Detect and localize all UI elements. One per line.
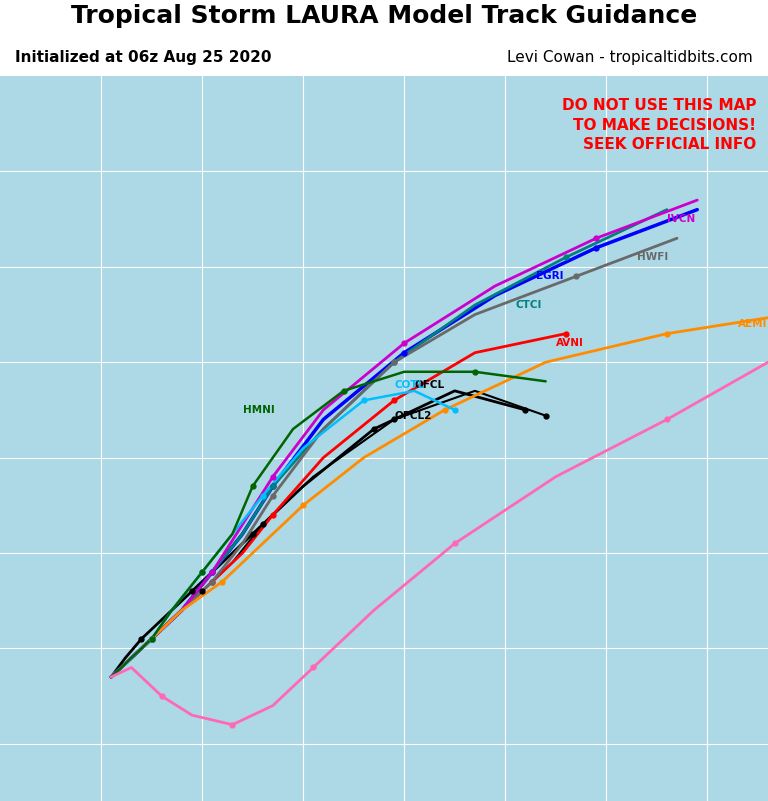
Text: EGRI: EGRI: [535, 272, 563, 281]
Text: OFCL: OFCL: [414, 380, 445, 390]
Text: Initialized at 06z Aug 25 2020: Initialized at 06z Aug 25 2020: [15, 50, 272, 65]
Text: COTL: COTL: [394, 380, 425, 390]
Text: OFCL2: OFCL2: [394, 411, 432, 421]
Text: AVNI: AVNI: [556, 338, 584, 348]
Text: CTCI: CTCI: [515, 300, 541, 310]
Text: HWFI: HWFI: [637, 252, 668, 262]
Text: AEMI: AEMI: [738, 319, 767, 329]
Text: IVCN: IVCN: [667, 214, 695, 224]
Text: Tropical Storm LAURA Model Track Guidance: Tropical Storm LAURA Model Track Guidanc…: [71, 4, 697, 28]
Text: Levi Cowan - tropicaltidbits.com: Levi Cowan - tropicaltidbits.com: [507, 50, 753, 65]
Text: DO NOT USE THIS MAP
TO MAKE DECISIONS!
SEEK OFFICIAL INFO: DO NOT USE THIS MAP TO MAKE DECISIONS! S…: [562, 98, 756, 152]
Text: HMNI: HMNI: [243, 405, 274, 415]
